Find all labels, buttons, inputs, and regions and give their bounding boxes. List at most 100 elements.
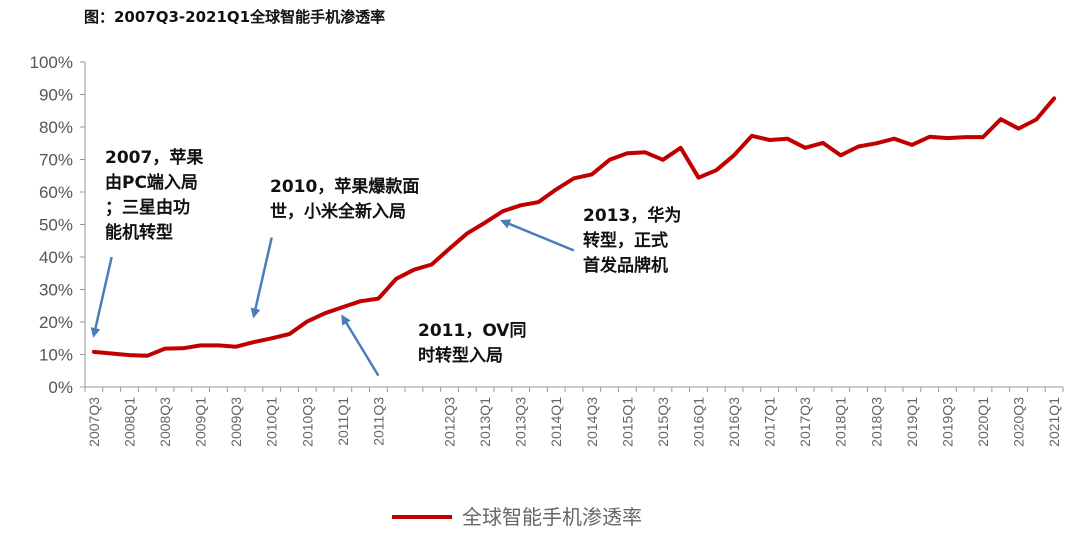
annotation-text: 2010，苹果爆款面	[270, 176, 419, 197]
x-tick-label: 2020Q3	[1011, 397, 1027, 447]
legend-label: 全球智能手机渗透率	[462, 505, 642, 529]
data-point	[911, 144, 913, 146]
data-point	[1053, 97, 1055, 100]
data-point	[110, 352, 113, 355]
data-point	[1017, 127, 1020, 130]
x-tick-label: 2011Q3	[370, 397, 386, 446]
legend: 全球智能手机渗透率	[392, 505, 642, 529]
y-tick-label: 0%	[48, 378, 73, 397]
data-point	[502, 210, 504, 212]
data-point	[93, 351, 95, 353]
data-point	[715, 169, 718, 172]
data-point	[679, 147, 682, 149]
y-tick-label: 30%	[39, 281, 73, 300]
data-point	[146, 355, 149, 357]
y-tick-label: 70%	[39, 151, 73, 170]
data-point	[342, 306, 344, 308]
data-point	[751, 134, 753, 137]
data-point	[324, 312, 326, 315]
annotation-text: 2013，华为	[583, 205, 681, 226]
annotation-text: ；三星由功	[105, 197, 190, 218]
y-tick-label: 20%	[39, 313, 73, 332]
x-tick-label: 2019Q3	[939, 397, 955, 447]
data-point	[964, 136, 966, 138]
y-tick-label: 90%	[39, 86, 73, 105]
annotation-text: 由PC端入局	[105, 172, 198, 193]
series-line	[91, 96, 1057, 358]
data-point	[697, 176, 700, 179]
x-tick-label: 2021Q1	[1046, 397, 1062, 447]
data-point	[253, 341, 255, 343]
data-point	[768, 139, 771, 141]
x-tick-label: 2009Q1	[193, 397, 209, 447]
data-point	[235, 345, 237, 348]
annotation-text: 时转型入局	[418, 345, 503, 366]
data-point	[786, 137, 789, 140]
data-point	[644, 151, 646, 154]
data-point	[466, 232, 469, 235]
data-point	[484, 221, 486, 224]
data-point	[608, 159, 611, 161]
data-point	[306, 320, 309, 323]
annotation-text: 转型，正式	[583, 230, 668, 251]
x-tick-label: 2008Q1	[121, 397, 137, 447]
chart-axes	[80, 61, 1064, 392]
data-point	[733, 154, 735, 157]
data-point	[893, 137, 895, 140]
data-point	[946, 137, 949, 139]
data-point	[875, 142, 878, 145]
x-tick-label: 2010Q1	[264, 397, 280, 447]
annotation-text: 世，小米全新入局	[270, 201, 406, 222]
x-tick-label: 2018Q3	[868, 397, 884, 447]
x-tick-label: 2015Q1	[619, 397, 635, 447]
annotation-arrow	[90, 256, 113, 338]
data-point	[164, 347, 166, 350]
x-tick-label: 2010Q3	[299, 397, 315, 447]
data-point	[928, 135, 931, 138]
data-point	[430, 263, 433, 266]
x-tick-label: 2015Q3	[655, 397, 671, 447]
x-axis-tick-labels: 2007Q3 2008Q1 2008Q3 2009Q1 2009Q3 2010Q1 2010…	[86, 397, 1062, 447]
data-point	[395, 277, 397, 280]
y-tick-label: 60%	[39, 183, 73, 202]
y-tick-label: 10%	[39, 346, 73, 365]
x-tick-label: 2012Q3	[442, 397, 458, 447]
data-point	[590, 173, 593, 176]
data-point	[1035, 118, 1038, 121]
x-tick-label: 2018Q1	[833, 397, 849, 447]
annotation-text: 2011，OV同	[418, 321, 526, 341]
data-point	[288, 333, 291, 335]
data-point	[270, 337, 273, 340]
data-point	[839, 154, 842, 157]
data-point	[822, 142, 824, 144]
data-point	[413, 268, 415, 271]
annotation-text: 2007，苹果	[105, 147, 203, 168]
annotation-text: 首发品牌机	[583, 255, 668, 276]
data-point	[555, 188, 558, 191]
data-point	[359, 300, 362, 303]
data-point	[999, 118, 1002, 120]
x-tick-label: 2017Q1	[762, 397, 778, 447]
y-tick-label: 100%	[30, 53, 73, 72]
data-point	[128, 354, 131, 356]
y-tick-label: 80%	[39, 118, 73, 137]
data-point	[537, 201, 540, 203]
x-tick-label: 2016Q1	[690, 397, 706, 447]
x-tick-label: 2007Q3	[86, 397, 102, 447]
data-point	[982, 136, 984, 138]
annotation-arrow	[500, 219, 575, 252]
data-point	[519, 204, 522, 207]
series-layer	[91, 96, 1057, 358]
data-point	[573, 177, 575, 180]
x-tick-label: 2011Q1	[335, 397, 351, 446]
y-tick-label: 40%	[39, 248, 73, 267]
data-point	[182, 347, 184, 350]
annotation-text: 能机转型	[105, 222, 173, 243]
annotation-arrow	[341, 314, 380, 377]
x-tick-label: 2017Q3	[797, 397, 813, 447]
data-point	[199, 344, 202, 347]
data-point	[377, 297, 380, 300]
x-tick-label: 2013Q3	[513, 397, 529, 447]
x-tick-label: 2014Q1	[548, 397, 564, 447]
